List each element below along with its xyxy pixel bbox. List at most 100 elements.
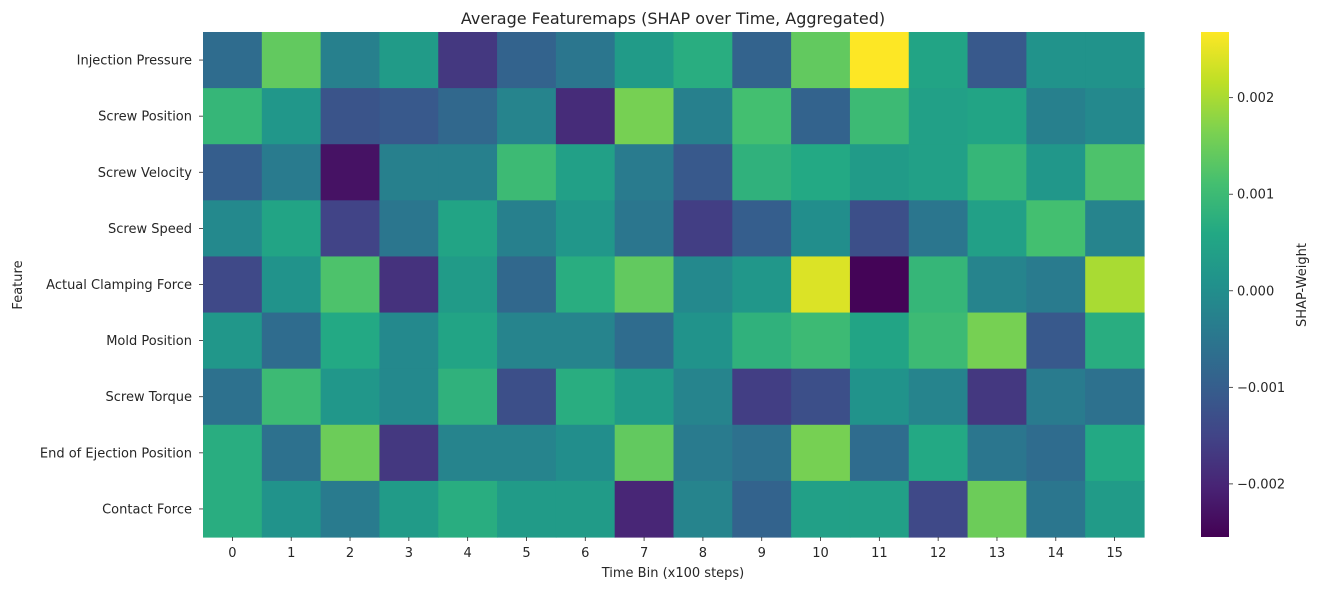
heatmap-cell bbox=[791, 200, 851, 258]
heatmap-cells bbox=[203, 32, 1145, 538]
colorbar-label: SHAP-Weight bbox=[1295, 243, 1310, 327]
heatmap-cell bbox=[320, 200, 381, 258]
x-tick-label: 7 bbox=[640, 546, 648, 561]
heatmap-cell bbox=[673, 88, 733, 145]
heatmap-cell bbox=[438, 480, 498, 538]
heatmap-cell bbox=[379, 200, 439, 258]
x-tick-label: 3 bbox=[405, 546, 413, 561]
y-tick-label: Mold Position bbox=[106, 334, 192, 349]
heatmap-cell bbox=[203, 32, 263, 89]
heatmap-cell bbox=[438, 312, 498, 370]
heatmap-cell bbox=[614, 480, 675, 538]
x-tick-label: 15 bbox=[1106, 546, 1123, 561]
chart-title: Average Featuremaps (SHAP over Time, Agg… bbox=[461, 9, 885, 28]
heatmap-cell bbox=[732, 480, 792, 538]
heatmap-cell bbox=[261, 312, 322, 370]
heatmap-cell bbox=[908, 88, 969, 145]
heatmap-cell bbox=[908, 368, 969, 426]
heatmap-cell bbox=[320, 32, 381, 89]
x-tick-label: 12 bbox=[930, 546, 947, 561]
heatmap-cell bbox=[614, 144, 675, 201]
heatmap-cell bbox=[379, 144, 439, 201]
heatmap-cell bbox=[555, 200, 616, 258]
heatmap-cell bbox=[203, 144, 263, 201]
y-tick-label: Injection Pressure bbox=[77, 54, 192, 69]
heatmap-cell bbox=[497, 256, 557, 314]
heatmap-cell bbox=[379, 312, 439, 370]
heatmap-cell bbox=[203, 424, 263, 482]
colorbar bbox=[1201, 32, 1229, 537]
heatmap-cell bbox=[673, 144, 733, 201]
heatmap-cell bbox=[732, 32, 792, 89]
heatmap-cell bbox=[732, 256, 792, 314]
heatmap-cell bbox=[203, 368, 263, 426]
colorbar-tick-label: 0.002 bbox=[1237, 91, 1274, 106]
heatmap-cell bbox=[497, 144, 557, 201]
heatmap-cell bbox=[1026, 312, 1086, 370]
heatmap-cell bbox=[1026, 256, 1086, 314]
heatmap-cell bbox=[791, 32, 851, 89]
heatmap-cell bbox=[497, 424, 557, 482]
heatmap-cell bbox=[379, 424, 439, 482]
heatmap-cell bbox=[967, 480, 1027, 538]
heatmap-cell bbox=[791, 312, 851, 370]
heatmap-cell bbox=[791, 256, 851, 314]
colorbar-tick-label: 0.001 bbox=[1237, 188, 1274, 203]
x-tick-label: 2 bbox=[346, 546, 354, 561]
y-axis-label: Feature bbox=[11, 260, 26, 309]
heatmap-cell bbox=[438, 368, 498, 426]
x-tick-label: 0 bbox=[228, 546, 236, 561]
heatmap-cell bbox=[967, 256, 1027, 314]
heatmap-cell bbox=[908, 256, 969, 314]
heatmap-cell bbox=[1026, 368, 1086, 426]
colorbar-tick-label: 0.000 bbox=[1237, 284, 1274, 299]
heatmap-cell bbox=[320, 480, 381, 538]
heatmap-cell bbox=[438, 256, 498, 314]
y-tick-label: Actual Clamping Force bbox=[46, 278, 192, 293]
heatmap-cell bbox=[203, 88, 263, 145]
heatmap-cell bbox=[1085, 32, 1145, 89]
heatmap-cell bbox=[967, 312, 1027, 370]
x-axis-ticks: 0 1 2 3 4 5 6 7 8 9 10 11 12 13 14 15 bbox=[228, 537, 1123, 561]
heatmap-cell bbox=[379, 480, 439, 538]
heatmap-cell bbox=[849, 368, 910, 426]
heatmap-cell bbox=[261, 480, 322, 538]
heatmap-cell bbox=[614, 256, 675, 314]
x-tick-label: 8 bbox=[699, 546, 707, 561]
heatmap-cell bbox=[732, 368, 792, 426]
heatmap-cell bbox=[497, 368, 557, 426]
heatmap-cell bbox=[732, 200, 792, 258]
heatmap-cell bbox=[849, 256, 910, 314]
heatmap-cell bbox=[732, 424, 792, 482]
heatmap-cell bbox=[555, 32, 616, 89]
heatmap-cell bbox=[673, 312, 733, 370]
x-tick-label: 11 bbox=[871, 546, 888, 561]
heatmap-cell bbox=[1085, 144, 1145, 201]
heatmap-cell bbox=[555, 424, 616, 482]
heatmap-cell bbox=[673, 480, 733, 538]
heatmap-cell bbox=[791, 88, 851, 145]
heatmap-cell bbox=[1026, 88, 1086, 145]
heatmap-cell bbox=[791, 424, 851, 482]
x-tick-label: 14 bbox=[1048, 546, 1065, 561]
heatmap-cell bbox=[261, 32, 322, 89]
heatmap-cell bbox=[732, 312, 792, 370]
x-tick-label: 5 bbox=[522, 546, 530, 561]
heatmap-cell bbox=[614, 88, 675, 145]
y-tick-label: Screw Speed bbox=[108, 222, 192, 237]
y-axis-ticks: Injection Pressure Screw Position Screw Ve… bbox=[40, 54, 203, 517]
heatmap-cell bbox=[908, 32, 969, 89]
heatmap-cell bbox=[849, 312, 910, 370]
heatmap-cell bbox=[673, 368, 733, 426]
heatmap-cell bbox=[673, 32, 733, 89]
heatmap-cell bbox=[1085, 200, 1145, 258]
heatmap-cell bbox=[673, 256, 733, 314]
heatmap-cell bbox=[1085, 368, 1145, 426]
heatmap-cell bbox=[614, 200, 675, 258]
heatmap-cell bbox=[1085, 256, 1145, 314]
y-tick-label: End of Ejection Position bbox=[40, 446, 192, 461]
y-tick-label: Screw Position bbox=[98, 110, 192, 125]
heatmap-cell bbox=[497, 88, 557, 145]
heatmap-cell bbox=[849, 88, 910, 145]
heatmap-cell bbox=[849, 200, 910, 258]
